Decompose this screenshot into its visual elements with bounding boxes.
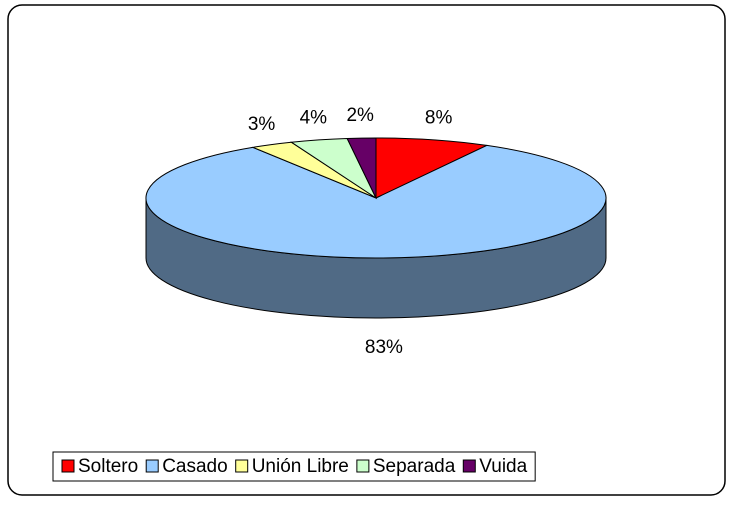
legend-label: Unión Libre bbox=[252, 456, 349, 477]
data-label: 2% bbox=[346, 105, 374, 126]
data-label: 3% bbox=[248, 114, 276, 135]
legend-swatch bbox=[235, 459, 249, 473]
legend-swatch bbox=[356, 459, 370, 473]
pie-slice bbox=[346, 137, 377, 199]
legend-swatch bbox=[145, 459, 159, 473]
legend-label: Casado bbox=[162, 456, 228, 477]
legend-label: Soltero bbox=[78, 456, 138, 477]
legend-swatch bbox=[462, 459, 476, 473]
pie-slice bbox=[375, 137, 489, 199]
pie-slice bbox=[145, 144, 607, 259]
legend-label: Vuida bbox=[479, 456, 527, 477]
legend: Soltero Casado Unión Libre Separada Vuida bbox=[52, 451, 536, 482]
legend-label: Separada bbox=[373, 456, 456, 477]
data-label: 83% bbox=[365, 337, 403, 358]
data-label: 8% bbox=[425, 108, 453, 129]
legend-box bbox=[52, 451, 536, 482]
legend-swatch bbox=[61, 459, 75, 473]
data-label: 4% bbox=[300, 108, 328, 129]
